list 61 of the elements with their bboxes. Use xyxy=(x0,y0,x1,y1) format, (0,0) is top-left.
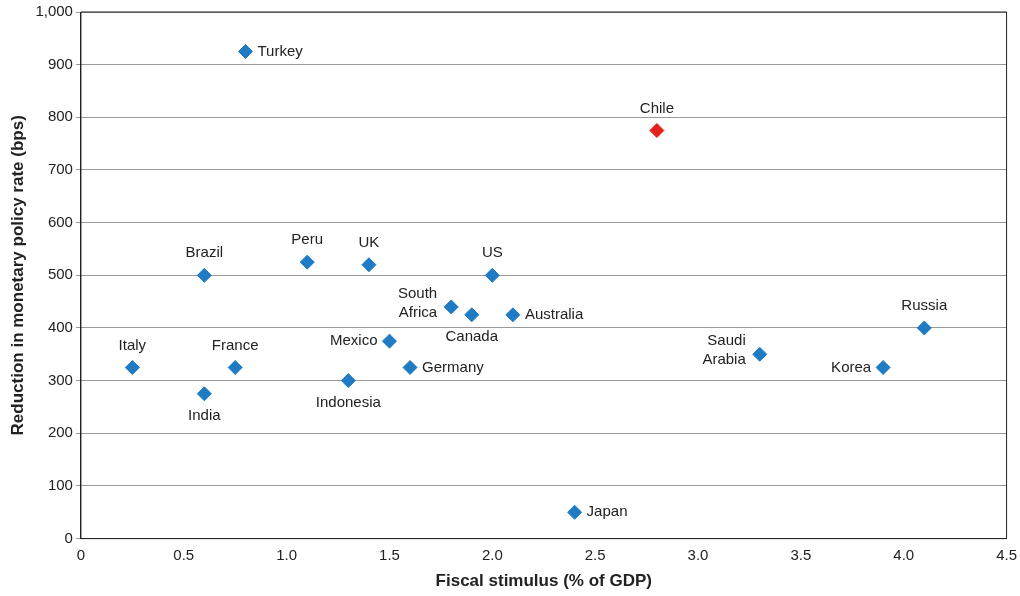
x-tick-label: 1.0 xyxy=(276,545,298,563)
y-tick-label: 1,000 xyxy=(35,2,73,20)
annotation: Russia xyxy=(901,296,948,314)
y-tick-label: 700 xyxy=(47,160,73,178)
x-tick-label: 3.0 xyxy=(687,545,709,563)
point xyxy=(443,299,459,315)
point xyxy=(361,257,377,273)
x-tick-label: 4.5 xyxy=(996,545,1017,563)
annotation: Japan xyxy=(586,502,628,520)
annotation: India xyxy=(188,405,222,423)
annotation: Peru xyxy=(291,230,324,248)
x-tick-label: 0.5 xyxy=(173,545,195,563)
y-tick-label: 500 xyxy=(47,265,73,283)
x-tick-label: 4.0 xyxy=(893,545,915,563)
annotation: Chile xyxy=(639,98,674,116)
x-tick-label: 2.0 xyxy=(481,545,503,563)
annotation: Turkey xyxy=(257,41,304,59)
annotation: Mexico xyxy=(329,331,378,349)
x-tick-label: 0 xyxy=(76,545,86,563)
x-tick-label: 3.5 xyxy=(790,545,812,563)
annotation: Saudi Arabia xyxy=(702,331,747,368)
y-tick-label: 0 xyxy=(64,528,73,546)
point xyxy=(649,122,665,138)
point xyxy=(567,504,583,520)
annotation: Indonesia xyxy=(315,392,382,410)
x-axis-title: Fiscal stimulus (% of GDP) xyxy=(435,571,652,591)
point xyxy=(237,44,253,59)
point xyxy=(402,359,418,375)
point xyxy=(299,254,315,270)
point xyxy=(484,267,500,283)
x-tick-label: 1.5 xyxy=(379,545,400,563)
annotation: Australia xyxy=(524,304,584,322)
point xyxy=(381,333,397,349)
y-tick-label: 300 xyxy=(47,370,73,388)
annotation: Brazil xyxy=(185,243,224,261)
point xyxy=(752,346,768,362)
annotation: France xyxy=(211,335,259,353)
y-tick-label: 800 xyxy=(47,107,73,125)
point xyxy=(124,359,140,375)
y-tick-label: 100 xyxy=(47,476,73,494)
annotation: Italy xyxy=(118,335,147,353)
y-tick-label: 900 xyxy=(47,54,73,72)
y-tick-label: 200 xyxy=(47,423,73,441)
point xyxy=(916,320,932,336)
annotation: South Africa xyxy=(397,284,438,321)
point xyxy=(196,267,212,283)
point xyxy=(340,373,356,389)
point xyxy=(196,386,212,402)
annotation: UK xyxy=(358,232,380,250)
y-tick-label: 600 xyxy=(47,212,73,230)
x-tick-label: 2.5 xyxy=(584,545,606,563)
y-tick-label: 400 xyxy=(47,318,73,336)
annotation: Korea xyxy=(831,357,872,375)
annotation: Canada xyxy=(445,326,499,344)
annotation: US xyxy=(481,243,503,261)
point xyxy=(875,359,891,375)
point xyxy=(227,359,243,375)
point xyxy=(464,307,480,323)
y-axis-title: Reduction in monetary policy rate (bps) xyxy=(7,115,27,436)
annotation: Germany xyxy=(422,357,485,375)
point xyxy=(505,307,521,323)
